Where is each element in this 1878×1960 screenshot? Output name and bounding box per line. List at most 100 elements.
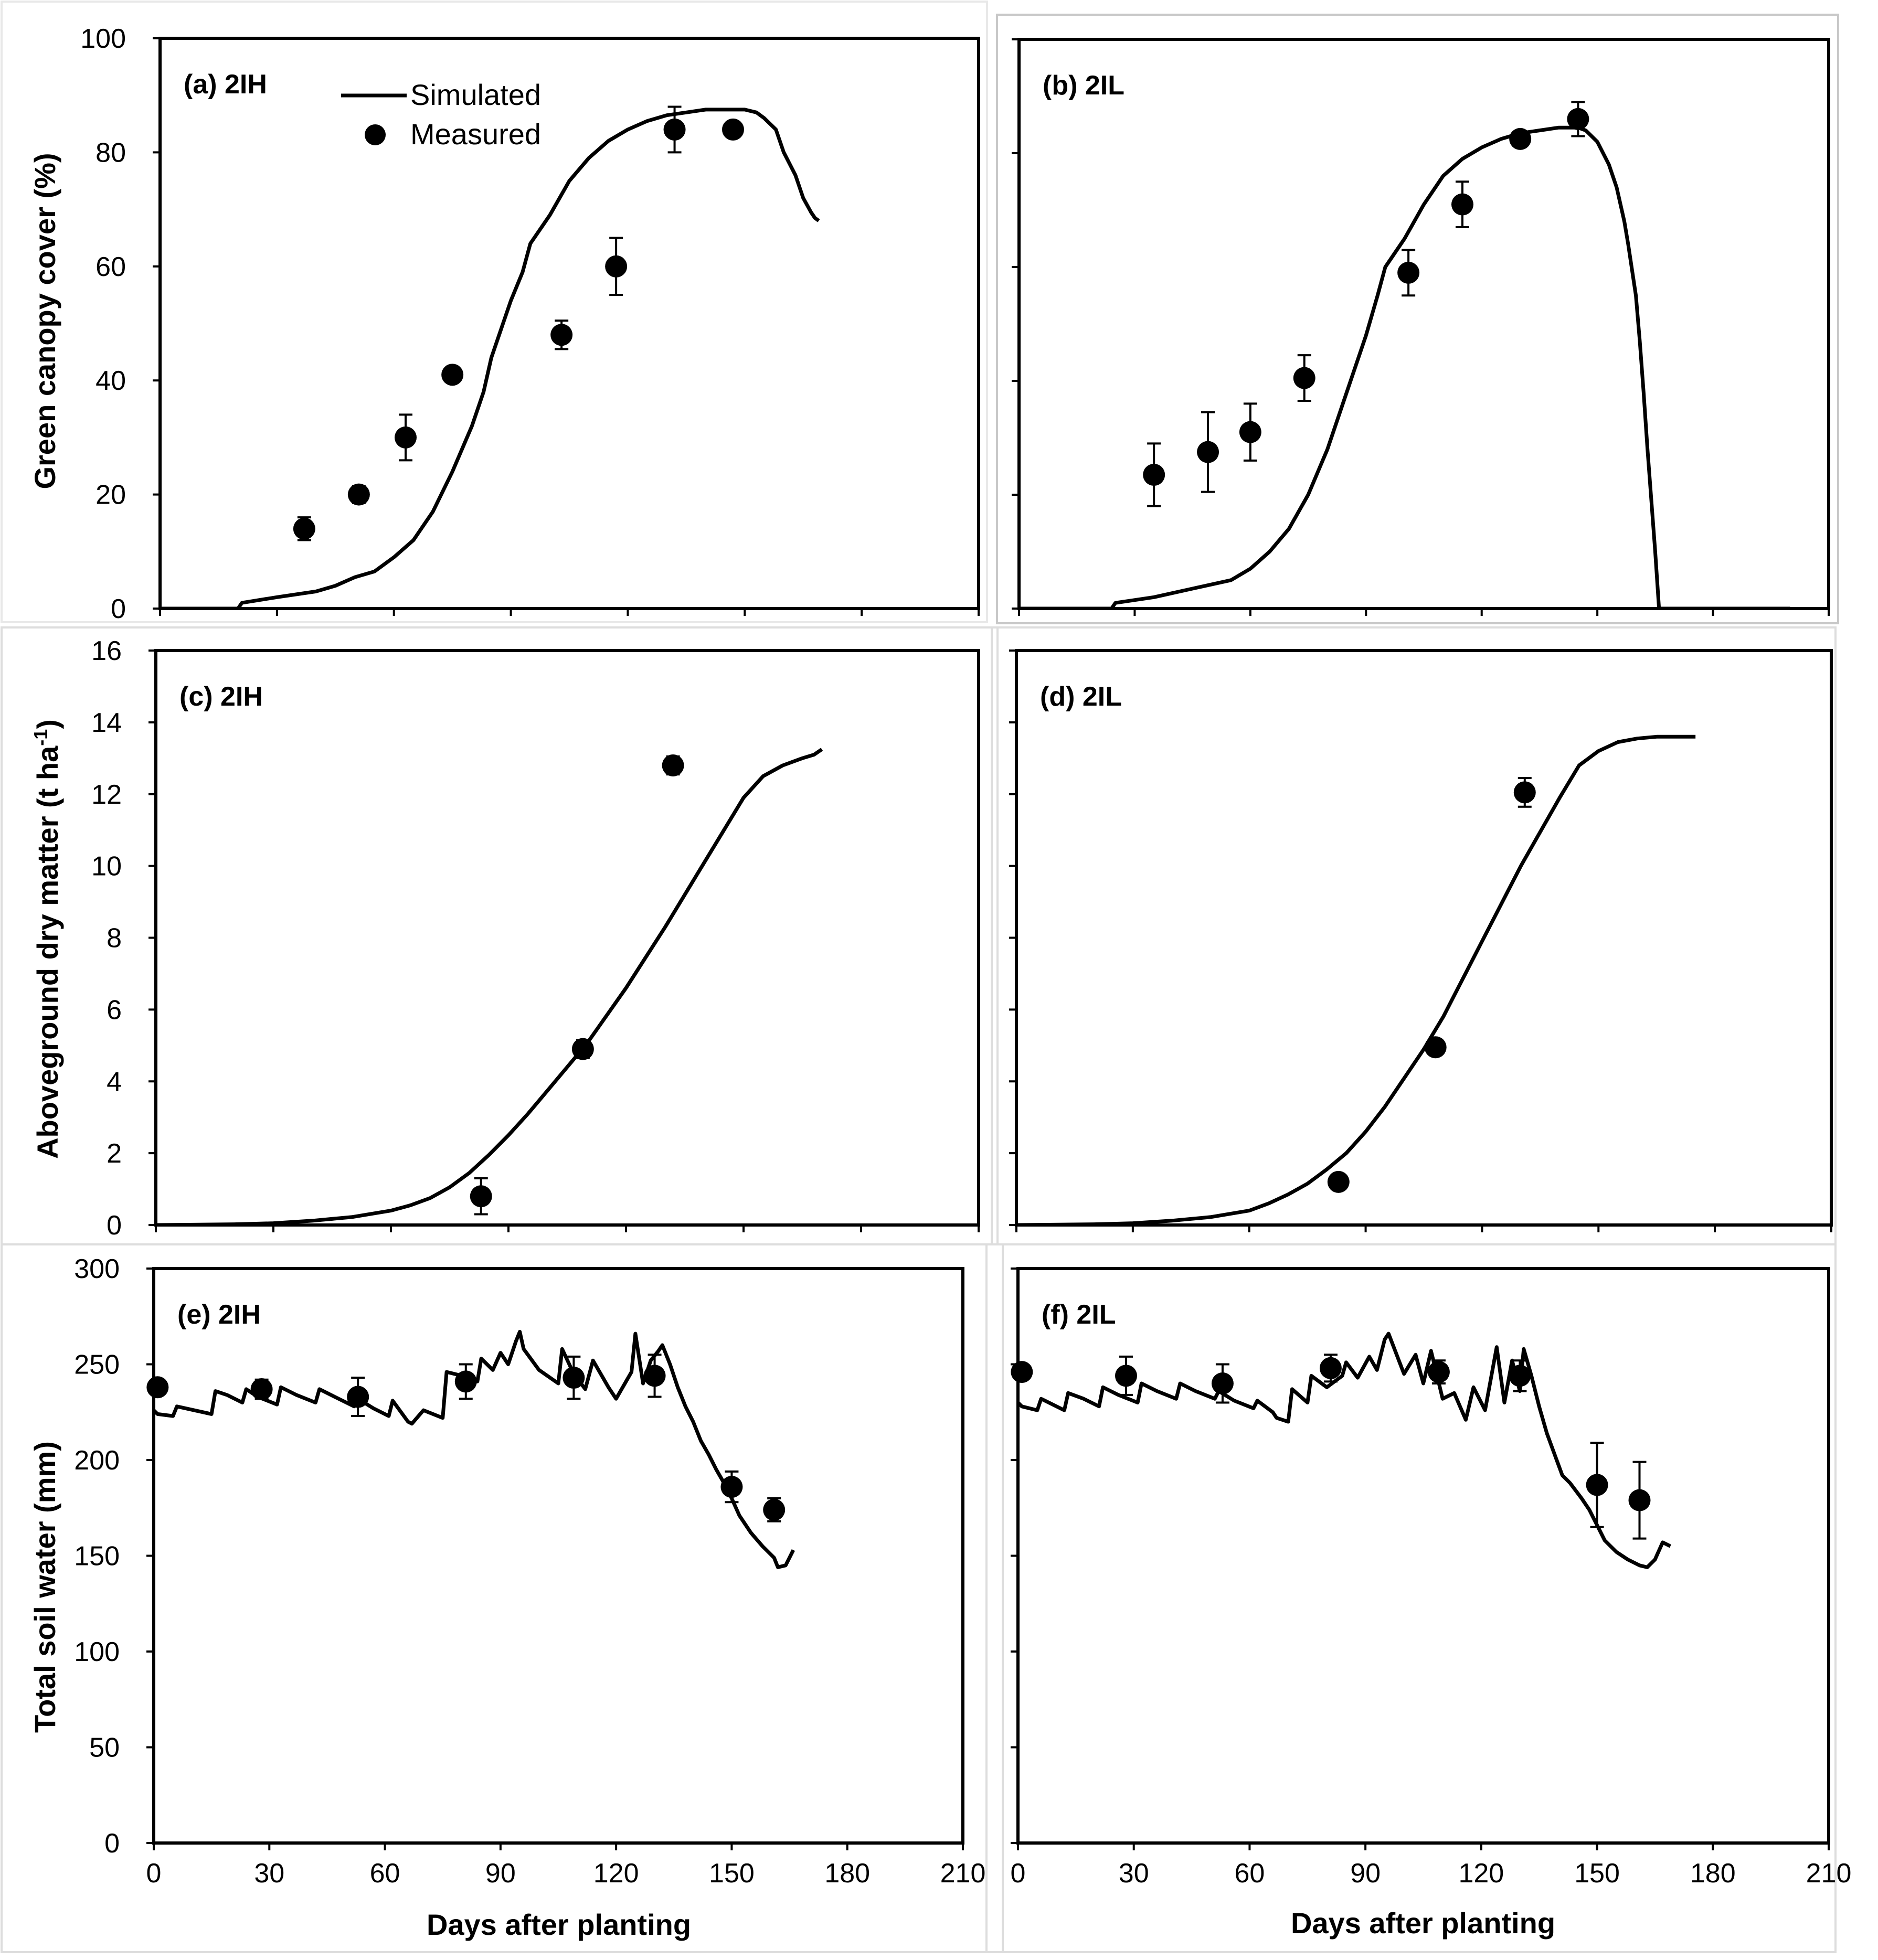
measured-point-b-7	[1567, 108, 1589, 130]
measured-point-e-1	[250, 1378, 273, 1400]
x-axis-title-left: Days after planting	[427, 1908, 691, 1941]
panel-label-c: (c) 2IH	[179, 681, 263, 712]
panel-f: 0 30 60 90 120 150 180 210 (f) 2IL	[1011, 1267, 1852, 1889]
x-tick-label-e-60: 60	[370, 1858, 400, 1889]
y-tick-label-a-80: 80	[96, 137, 126, 168]
measured-point-f-0	[1011, 1361, 1033, 1383]
measured-point-f-2	[1211, 1372, 1234, 1394]
measured-point-f-3	[1319, 1357, 1342, 1379]
x-tick-label-f-0: 0	[1011, 1858, 1026, 1889]
x-tick-label-e-180: 180	[824, 1858, 870, 1889]
measured-point-e-6	[720, 1476, 743, 1498]
y-tick-label-c-14: 14	[91, 708, 122, 738]
measured-point-b-0	[1143, 464, 1165, 486]
panel-c: 0 2 4 6 8 10 12 14 16 (c) 2IH	[91, 636, 980, 1241]
measured-point-a-3	[441, 364, 464, 386]
panel-label-e: (e) 2IH	[177, 1299, 261, 1330]
legend-label-measured: Measured	[410, 118, 541, 151]
x-tick-label-f-60: 60	[1235, 1858, 1265, 1889]
series-simulated-line-d	[1016, 734, 1696, 1225]
y-tick-label-e-0: 0	[104, 1828, 120, 1859]
measured-point-e-3	[454, 1370, 477, 1393]
y-tick-label-e-250: 250	[74, 1350, 120, 1380]
panel-label-d: (d) 2IL	[1040, 681, 1122, 712]
x-tick-label-e-120: 120	[593, 1858, 639, 1889]
plot-area-b	[1017, 38, 1830, 610]
x-tick-label-e-30: 30	[254, 1858, 284, 1889]
measured-point-b-3	[1293, 367, 1315, 389]
panel-label-f: (f) 2IL	[1042, 1299, 1116, 1330]
y-tick-label-c-12: 12	[91, 780, 122, 810]
measured-point-e-5	[643, 1365, 666, 1387]
measured-point-a-0	[293, 517, 315, 540]
y-tick-label-a-0: 0	[111, 594, 126, 624]
x-tick-label-f-30: 30	[1119, 1858, 1149, 1889]
measured-point-f-5	[1509, 1365, 1531, 1387]
panel-frame-e	[1, 1243, 1004, 1953]
panel-label-b: (b) 2IL	[1043, 70, 1124, 101]
measured-point-f-4	[1427, 1361, 1450, 1383]
panel-a: 0 20 40 60 80 100 (a) 2IH	[80, 24, 980, 624]
x-tick-label-f-180: 180	[1690, 1858, 1736, 1889]
measured-point-d-0	[1327, 1170, 1350, 1193]
measured-point-a-4	[550, 324, 573, 346]
measured-point-a-2	[395, 426, 417, 449]
panel-frame-b	[996, 14, 1839, 624]
x-tick-label-f-150: 150	[1574, 1858, 1620, 1889]
y-tick-label-c-16: 16	[91, 636, 122, 666]
y-tick-label-e-100: 100	[74, 1637, 120, 1667]
measured-point-e-0	[146, 1376, 169, 1399]
panel-frame-a	[1, 1, 988, 623]
measured-point-e-7	[763, 1498, 786, 1521]
measured-point-b-4	[1397, 261, 1420, 284]
y-tick-label-e-50: 50	[89, 1733, 120, 1763]
plots-layer: 0 20 40 60 80 100 (a) 2IH (b) 2IL 0 2 4 6 8 10 12 14 16 (…	[74, 24, 1851, 1889]
y-axis-title-e: Total soil water (mm)	[28, 1441, 61, 1733]
plot-area-a	[158, 37, 980, 610]
x-tick-label-f-90: 90	[1350, 1858, 1381, 1889]
series-simulated-line-f	[1018, 1331, 1671, 1569]
series-simulated-line-a	[160, 108, 820, 609]
series-simulated-line-b	[1019, 125, 1790, 609]
y-axis-title-a: Green canopy cover (%)	[28, 153, 61, 489]
panel-e: 0 30 60 90 120 150 180 210 0 50 100 150 200 250 300 (e)…	[74, 1254, 985, 1889]
measured-point-f-6	[1586, 1474, 1608, 1496]
y-tick-label-c-0: 0	[107, 1210, 122, 1241]
measured-point-a-7	[722, 118, 744, 141]
legend: Simulated Measured	[341, 78, 541, 151]
measured-point-b-6	[1509, 127, 1532, 150]
series-simulated-line-c	[156, 748, 823, 1225]
measured-point-b-2	[1239, 421, 1261, 443]
measured-point-f-1	[1115, 1365, 1137, 1387]
y-tick-label-e-300: 300	[74, 1254, 120, 1284]
y-tick-label-a-20: 20	[96, 480, 126, 510]
legend-marker-swatch	[365, 124, 386, 145]
measured-point-b-5	[1451, 193, 1473, 216]
panel-label-a: (a) 2IH	[184, 69, 267, 100]
measured-point-e-2	[347, 1386, 369, 1408]
measured-point-b-1	[1197, 441, 1219, 463]
y-tick-label-c-10: 10	[91, 851, 122, 882]
y-tick-label-c-6: 6	[107, 995, 122, 1025]
measured-point-e-4	[563, 1367, 585, 1389]
y-tick-label-e-150: 150	[74, 1541, 120, 1572]
measured-point-a-1	[347, 483, 370, 506]
x-tick-label-f-210: 210	[1806, 1858, 1852, 1889]
x-tick-label-f-120: 120	[1458, 1858, 1504, 1889]
y-tick-label-c-2: 2	[107, 1138, 122, 1169]
y-tick-label-a-60: 60	[96, 252, 126, 282]
measured-point-c-1	[571, 1038, 594, 1060]
y-tick-label-c-8: 8	[107, 923, 122, 954]
measured-point-d-2	[1513, 781, 1536, 804]
x-axis-title-right: Days after planting	[1291, 1906, 1555, 1940]
y-tick-label-a-100: 100	[80, 24, 126, 54]
measured-point-a-6	[663, 118, 686, 141]
y-tick-label-a-40: 40	[96, 366, 126, 396]
x-tick-label-e-90: 90	[485, 1858, 516, 1889]
x-tick-label-e-0: 0	[146, 1858, 162, 1889]
measured-point-c-0	[470, 1185, 492, 1208]
y-tick-label-e-200: 200	[74, 1445, 120, 1476]
